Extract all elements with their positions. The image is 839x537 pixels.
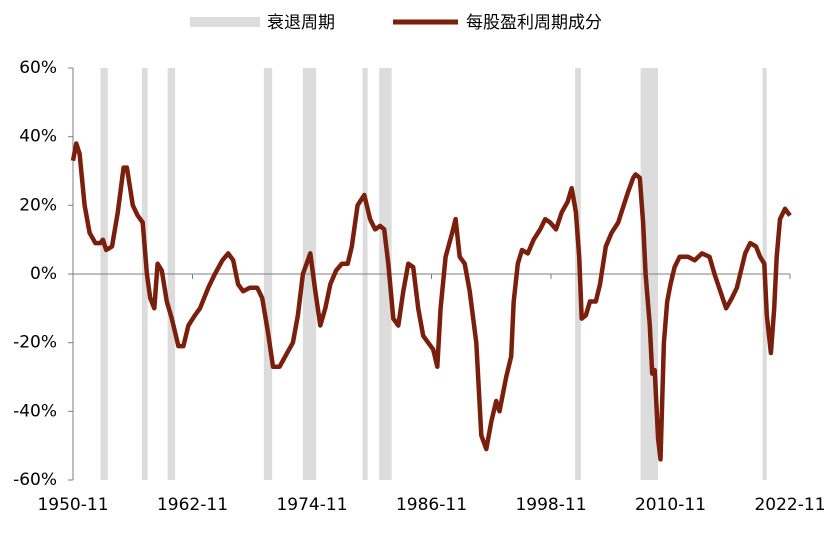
y-tick-label: 40% bbox=[19, 127, 57, 147]
y-tick-label: -20% bbox=[13, 333, 57, 353]
legend-swatch bbox=[190, 17, 260, 27]
series-line bbox=[70, 141, 792, 462]
x-tick-label: 1950-11 bbox=[37, 495, 108, 515]
y-tick-label: 0% bbox=[30, 264, 57, 284]
x-tick-label: 1998-11 bbox=[515, 495, 586, 515]
y-tick-label: 20% bbox=[19, 195, 57, 215]
x-tick-label: 1986-11 bbox=[396, 495, 467, 515]
x-tick-label: 1974-11 bbox=[276, 495, 347, 515]
x-tick-label: 2010-11 bbox=[635, 495, 706, 515]
x-tick-label: 2022-11 bbox=[754, 495, 825, 515]
legend-label: 每股盈利周期成分 bbox=[466, 13, 602, 33]
y-tick-label: -40% bbox=[13, 401, 57, 421]
y-tick-label: 60% bbox=[19, 58, 57, 78]
y-tick-label: -60% bbox=[13, 470, 57, 490]
x-tick-label: 1962-11 bbox=[157, 495, 228, 515]
legend-label: 衰退周期 bbox=[267, 13, 335, 33]
